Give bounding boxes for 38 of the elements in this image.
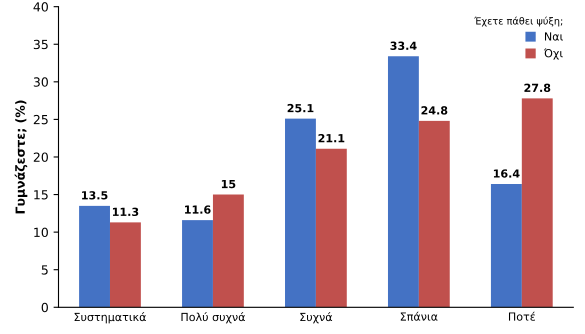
bar: [490, 184, 522, 308]
data-label: 33.4: [390, 42, 417, 50]
legend-title: Έχετε πάθει ψύξη;: [474, 16, 562, 26]
data-label: 25.1: [288, 104, 314, 112]
x-tick-label: Σπάνια: [400, 312, 438, 321]
data-label: 27.8: [524, 84, 550, 92]
x-tick-label: Ποτέ: [508, 312, 535, 321]
bar: [522, 98, 553, 308]
legend-label: Όχι: [544, 48, 563, 60]
y-tick-label: 30: [34, 77, 48, 87]
data-label: 21.1: [318, 134, 344, 142]
x-tick-label: Συχνά: [300, 312, 332, 324]
y-tick-label: 15: [34, 190, 48, 200]
bar: [79, 206, 110, 308]
y-tick-label: 40: [33, 2, 48, 12]
bar: [316, 148, 347, 308]
y-tick-label: 35: [34, 40, 48, 50]
bar: [182, 220, 213, 308]
y-tick-label: 5: [42, 265, 48, 275]
y-axis-title: Γυμνάζεστε; (%): [14, 100, 28, 214]
bar: [285, 118, 316, 308]
x-tick-label: Πολύ συχνά: [181, 312, 245, 324]
legend-label: Ναι: [544, 32, 563, 41]
data-label: 13.5: [82, 191, 108, 200]
data-label: 11.6: [185, 205, 211, 214]
y-tick-label: 20: [34, 152, 48, 162]
y-tick-label: 10: [34, 228, 48, 238]
x-tick-label: Συστηματικά: [74, 312, 146, 324]
data-label: 11.3: [112, 208, 138, 216]
bar: [212, 194, 244, 308]
y-tick-label: 25: [34, 114, 48, 124]
data-label: 15: [222, 180, 236, 188]
bar: [418, 120, 450, 308]
data-label: 24.8: [421, 106, 448, 115]
y-tick-label: 0: [42, 302, 48, 312]
bar: [110, 222, 141, 308]
data-label: 16.4: [494, 169, 520, 178]
bar: [388, 56, 419, 308]
